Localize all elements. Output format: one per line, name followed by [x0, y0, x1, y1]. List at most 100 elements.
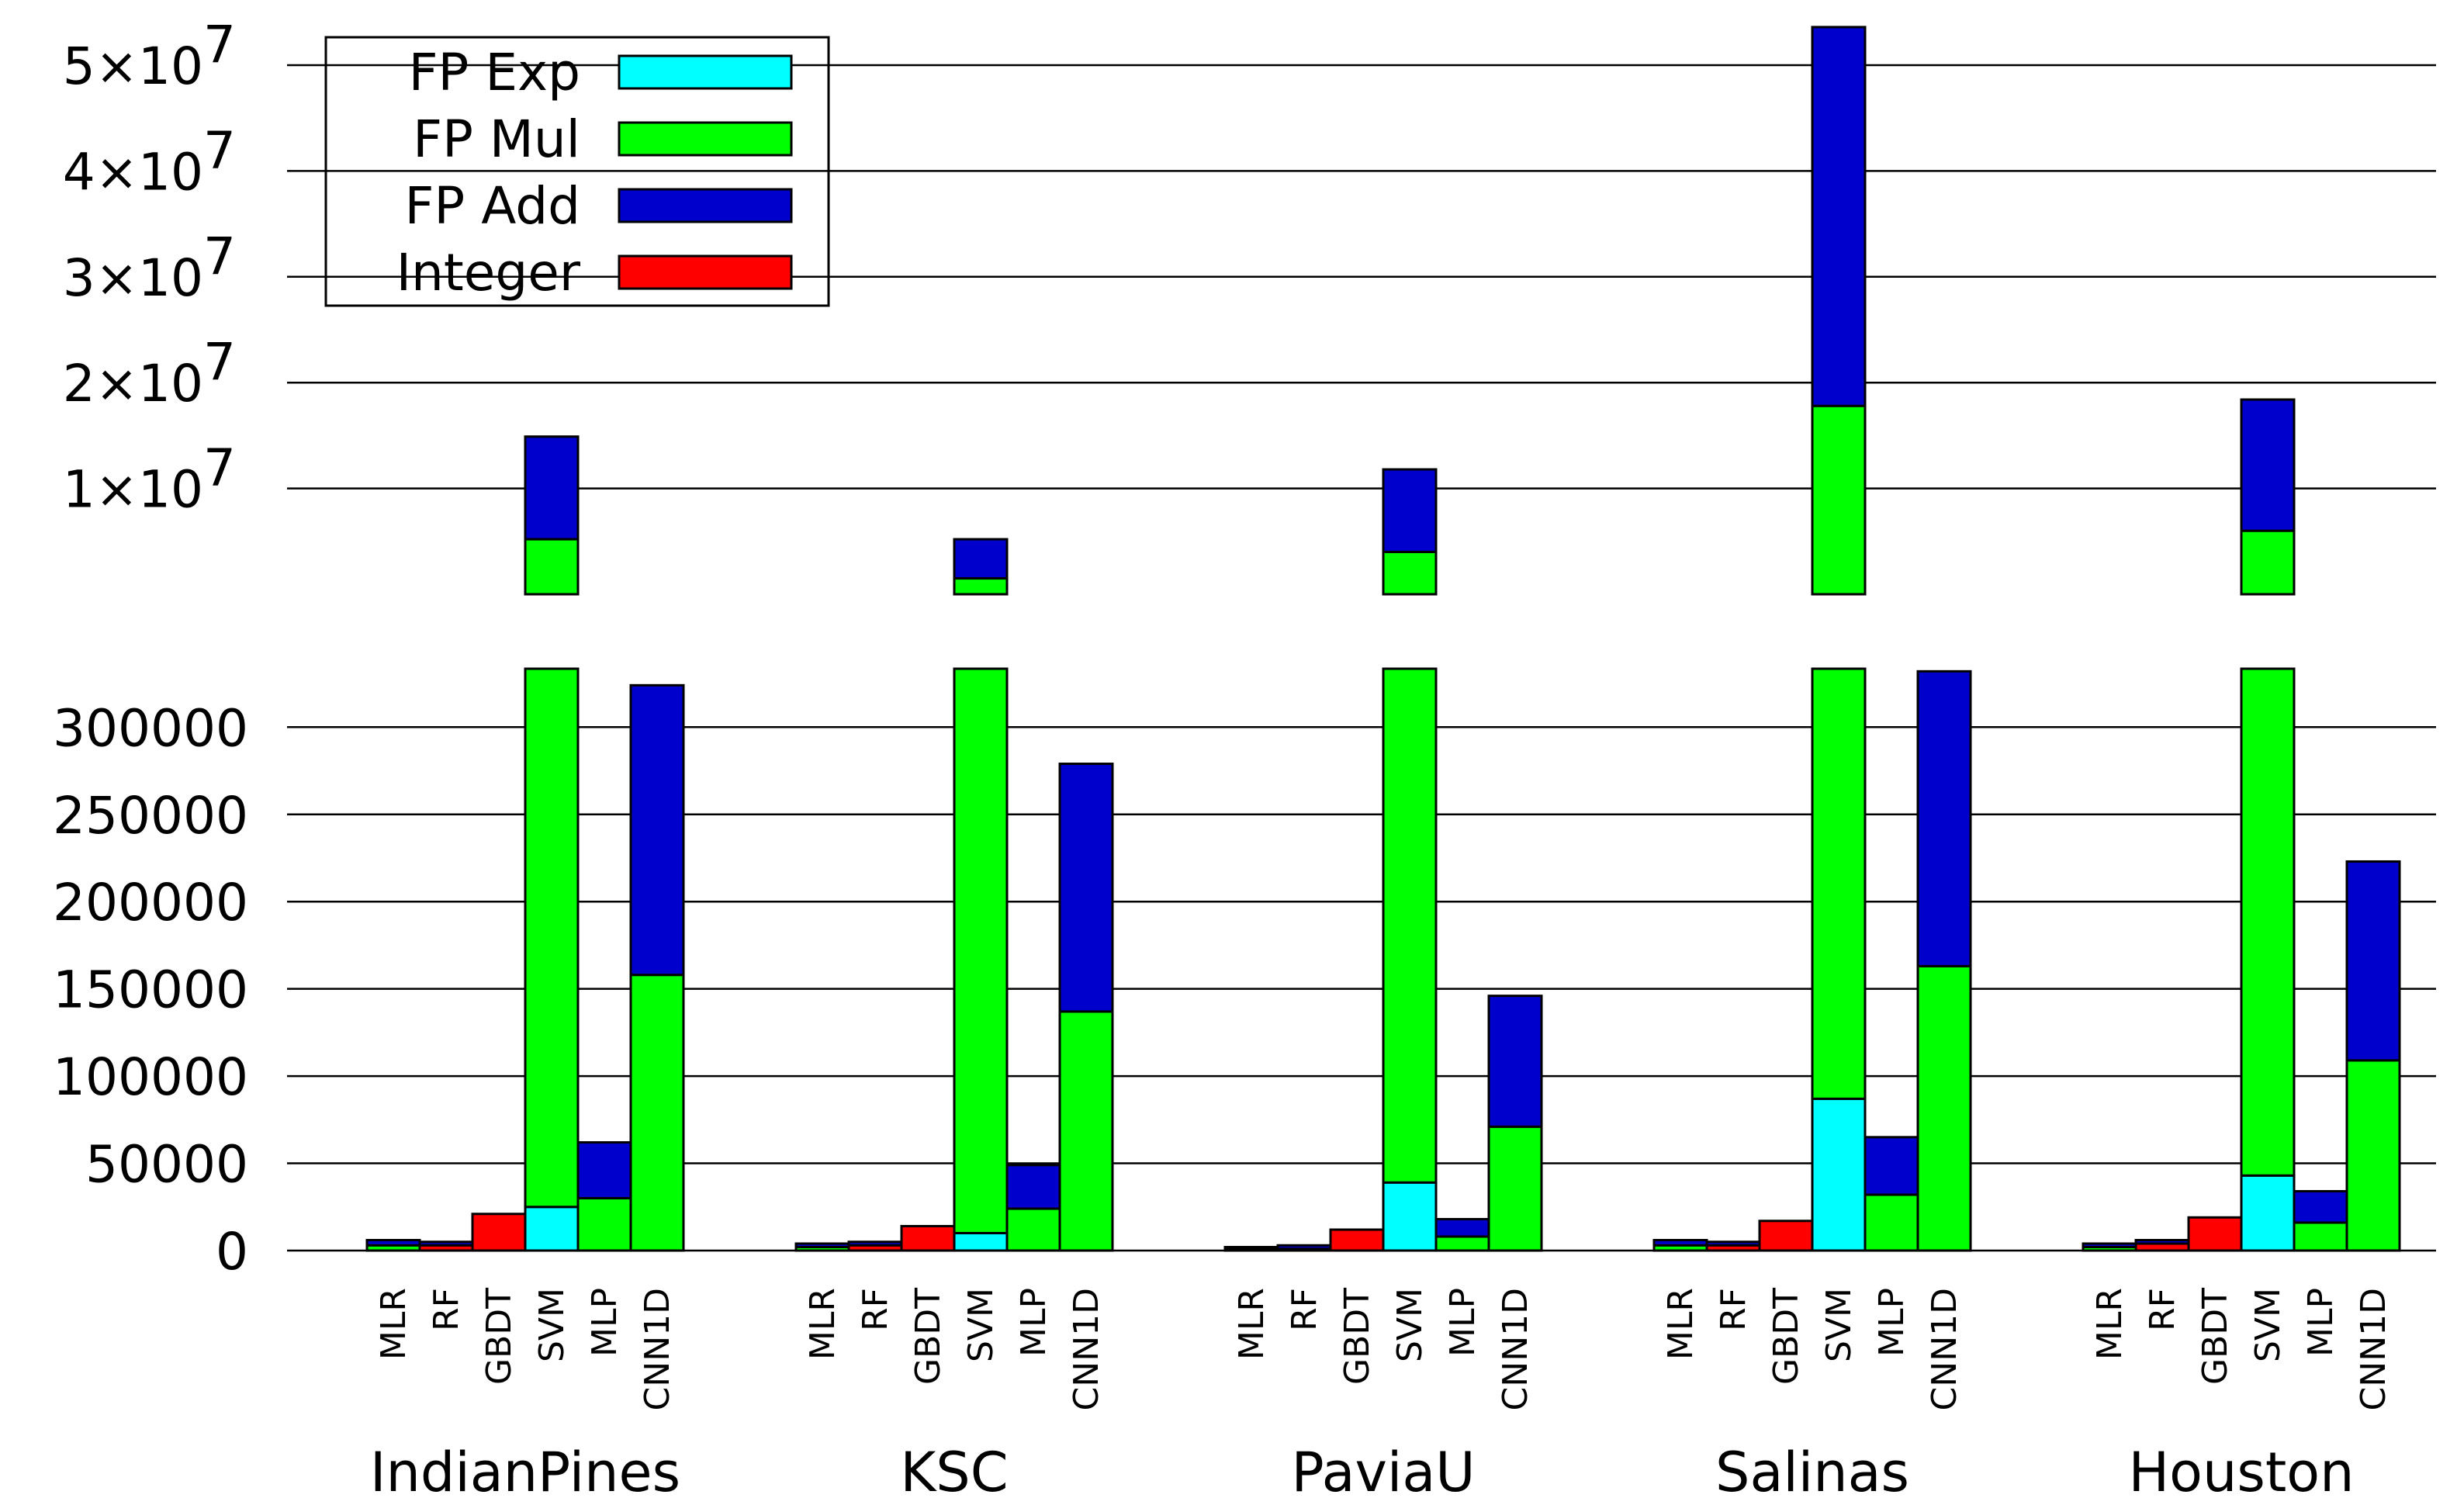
- bar-segment-upper-mul: [524, 538, 580, 596]
- bar-segment-mul: [629, 974, 685, 1252]
- model-label: SVM: [1819, 1288, 1859, 1362]
- y-tick-exponent: 7: [203, 438, 236, 498]
- bar-segment-add: [1276, 1244, 1332, 1251]
- y-tick-label-lower: 0: [216, 1222, 248, 1282]
- model-label: MLR: [1232, 1288, 1272, 1360]
- bar-segment-add: [1434, 1218, 1490, 1238]
- bar-segment-mul: [1487, 1125, 1543, 1252]
- bar-segment-add: [1864, 1136, 1919, 1196]
- bar-segment-mul: [1864, 1193, 1919, 1252]
- y-tick-label-lower: 250000: [53, 786, 248, 846]
- model-label: SVM: [532, 1288, 572, 1362]
- bar-segment-int: [471, 1213, 527, 1252]
- bar-segment-add: [1058, 763, 1114, 1013]
- model-label: MLR: [803, 1288, 843, 1360]
- bar-segment-upper-add: [1811, 26, 1867, 407]
- bar-segment-add: [2082, 1242, 2137, 1249]
- model-label: RF: [1714, 1288, 1753, 1331]
- model-label: MLP: [585, 1288, 625, 1357]
- bar-segment-mul: [1811, 667, 1867, 1100]
- bar-segment-mul: [1916, 964, 1972, 1252]
- y-tick-exponent: 7: [203, 15, 236, 74]
- legend-swatch: [618, 188, 793, 223]
- legend-label: FP Mul: [413, 109, 580, 169]
- bar-segment-add: [794, 1242, 850, 1249]
- bar-segment-add: [2345, 860, 2401, 1062]
- bar-segment-exp: [524, 1206, 580, 1252]
- legend-box: [324, 36, 830, 307]
- bar-segment-add: [1705, 1240, 1761, 1247]
- bar-segment-add: [629, 683, 685, 977]
- y-tick-label-lower: 100000: [53, 1047, 248, 1107]
- bar-segment-upper-mul: [1382, 550, 1438, 596]
- bar-segment-mul: [2293, 1221, 2348, 1252]
- legend-label: FP Exp: [409, 43, 580, 102]
- bar-segment-upper-mul: [953, 577, 1009, 596]
- y-tick-exponent: 7: [203, 332, 236, 392]
- model-label: RF: [1285, 1288, 1324, 1331]
- y-tick-exponent: 7: [203, 120, 236, 180]
- bars: [365, 26, 2401, 1252]
- bar-segment-mul: [1382, 667, 1438, 1184]
- bar-segment-add: [576, 1141, 632, 1200]
- bar-segment-add: [2293, 1190, 2348, 1224]
- legend: FP Exp FP Mul FP Add Integer: [324, 36, 830, 307]
- bar-segment-int: [2187, 1216, 2243, 1252]
- bar-segment-mul: [1005, 1207, 1061, 1252]
- legend-label: FP Add: [404, 176, 580, 236]
- bar-segment-upper-add: [953, 538, 1009, 580]
- dataset-label: Salinas: [1715, 1441, 1909, 1504]
- bar-segment-mul: [576, 1197, 632, 1252]
- bar-segment-add: [365, 1239, 421, 1247]
- bar-segment-mul: [953, 667, 1009, 1235]
- legend-label: Integer: [396, 243, 581, 303]
- y-tick-label-lower: 50000: [85, 1135, 248, 1195]
- y-tick-label-upper: 4×10: [63, 142, 203, 202]
- model-label: RF: [2143, 1288, 2182, 1331]
- bar-segment-add: [847, 1240, 903, 1247]
- model-label: CNN1D: [2354, 1288, 2393, 1410]
- bar-segment-add: [1223, 1246, 1279, 1251]
- model-label: SVM: [2248, 1288, 2288, 1362]
- legend-swatch: [618, 254, 793, 290]
- model-label: SVM: [961, 1288, 1001, 1362]
- bar-segment-add: [2134, 1239, 2190, 1245]
- bar-segment-upper-add: [524, 435, 580, 541]
- bar-segment-mul: [1058, 1010, 1114, 1252]
- model-label: MLP: [1443, 1288, 1483, 1357]
- model-label: GBDT: [2196, 1288, 2235, 1385]
- y-tick-label-upper: 3×10: [63, 248, 203, 308]
- y-tick-label-upper: 1×10: [63, 460, 203, 520]
- model-label: GBDT: [1338, 1288, 1377, 1385]
- model-label: RF: [427, 1288, 466, 1331]
- model-label: GBDT: [479, 1288, 519, 1385]
- x-axis-model-labels: MLR RF GBDT SVM MLP CNN1D MLR RF GBDT SVM MLP CNN1D…: [374, 1288, 2393, 1411]
- y-tick-exponent: 7: [203, 227, 236, 286]
- bar-segment-int: [1758, 1220, 1814, 1252]
- y-tick-label-lower: 300000: [53, 698, 248, 758]
- bar-segment-exp: [953, 1232, 1009, 1252]
- bar-segment-add: [1652, 1239, 1708, 1247]
- bar-segment-upper-add: [1382, 468, 1438, 553]
- bar-segment-upper-mul: [2240, 529, 2296, 596]
- dataset-label: Houston: [2129, 1441, 2355, 1504]
- model-label: CNN1D: [1067, 1288, 1106, 1410]
- dataset-label: KSC: [900, 1441, 1008, 1504]
- bar-segment-int: [1329, 1228, 1385, 1252]
- model-label: CNN1D: [1925, 1288, 1964, 1410]
- y-tick-label-lower: 200000: [53, 873, 248, 932]
- bar-segment-add: [1916, 670, 1972, 967]
- model-label: GBDT: [1767, 1288, 1806, 1385]
- bar-segment-exp: [1382, 1181, 1438, 1252]
- model-label: CNN1D: [638, 1288, 677, 1410]
- bar-segment-upper-add: [2240, 398, 2296, 532]
- x-axis-dataset-labels: IndianPines KSC PaviaU Salinas Houston: [370, 1441, 2355, 1504]
- bar-segment-mul: [2240, 667, 2296, 1177]
- y-tick-label-upper: 5×10: [63, 36, 203, 96]
- y-tick-label-lower: 150000: [53, 960, 248, 1020]
- gridlines: [287, 64, 2436, 1252]
- model-label: GBDT: [908, 1288, 948, 1385]
- bar-segment-upper-mul: [1811, 404, 1867, 596]
- bar-segment-int: [900, 1225, 956, 1252]
- model-label: CNN1D: [1496, 1288, 1535, 1410]
